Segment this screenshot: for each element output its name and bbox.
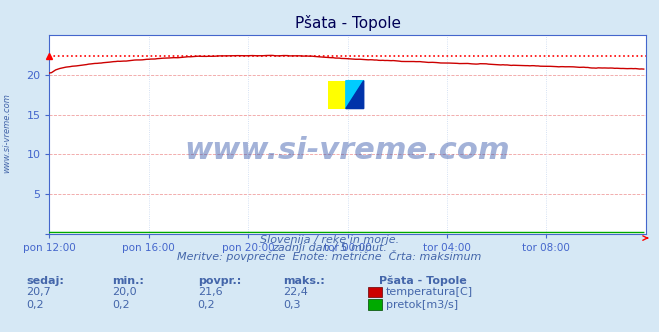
Bar [328,81,346,109]
Text: www.si-vreme.com: www.si-vreme.com [185,136,511,165]
Polygon shape [346,81,364,109]
Text: Slovenija / reke in morje.: Slovenija / reke in morje. [260,235,399,245]
Text: sedaj:: sedaj: [26,276,64,286]
Text: zadnji dan / 5 minut.: zadnji dan / 5 minut. [272,243,387,253]
Title: Pšata - Topole: Pšata - Topole [295,15,401,31]
Text: 21,6: 21,6 [198,288,222,297]
Text: maks.:: maks.: [283,276,325,286]
Polygon shape [346,81,364,109]
Text: 22,4: 22,4 [283,288,308,297]
Text: min.:: min.: [112,276,144,286]
Text: 0,3: 0,3 [283,300,301,310]
Text: 0,2: 0,2 [198,300,215,310]
Text: Pšata - Topole: Pšata - Topole [379,275,467,286]
Text: 20,7: 20,7 [26,288,51,297]
Text: www.si-vreme.com: www.si-vreme.com [2,93,11,173]
Text: 20,0: 20,0 [112,288,136,297]
Text: Meritve: povprečne  Enote: metrične  Črta: maksimum: Meritve: povprečne Enote: metrične Črta:… [177,250,482,262]
Text: 0,2: 0,2 [26,300,44,310]
Text: 0,2: 0,2 [112,300,130,310]
Text: povpr.:: povpr.: [198,276,241,286]
Text: temperatura[C]: temperatura[C] [386,288,473,297]
Text: pretok[m3/s]: pretok[m3/s] [386,300,457,310]
